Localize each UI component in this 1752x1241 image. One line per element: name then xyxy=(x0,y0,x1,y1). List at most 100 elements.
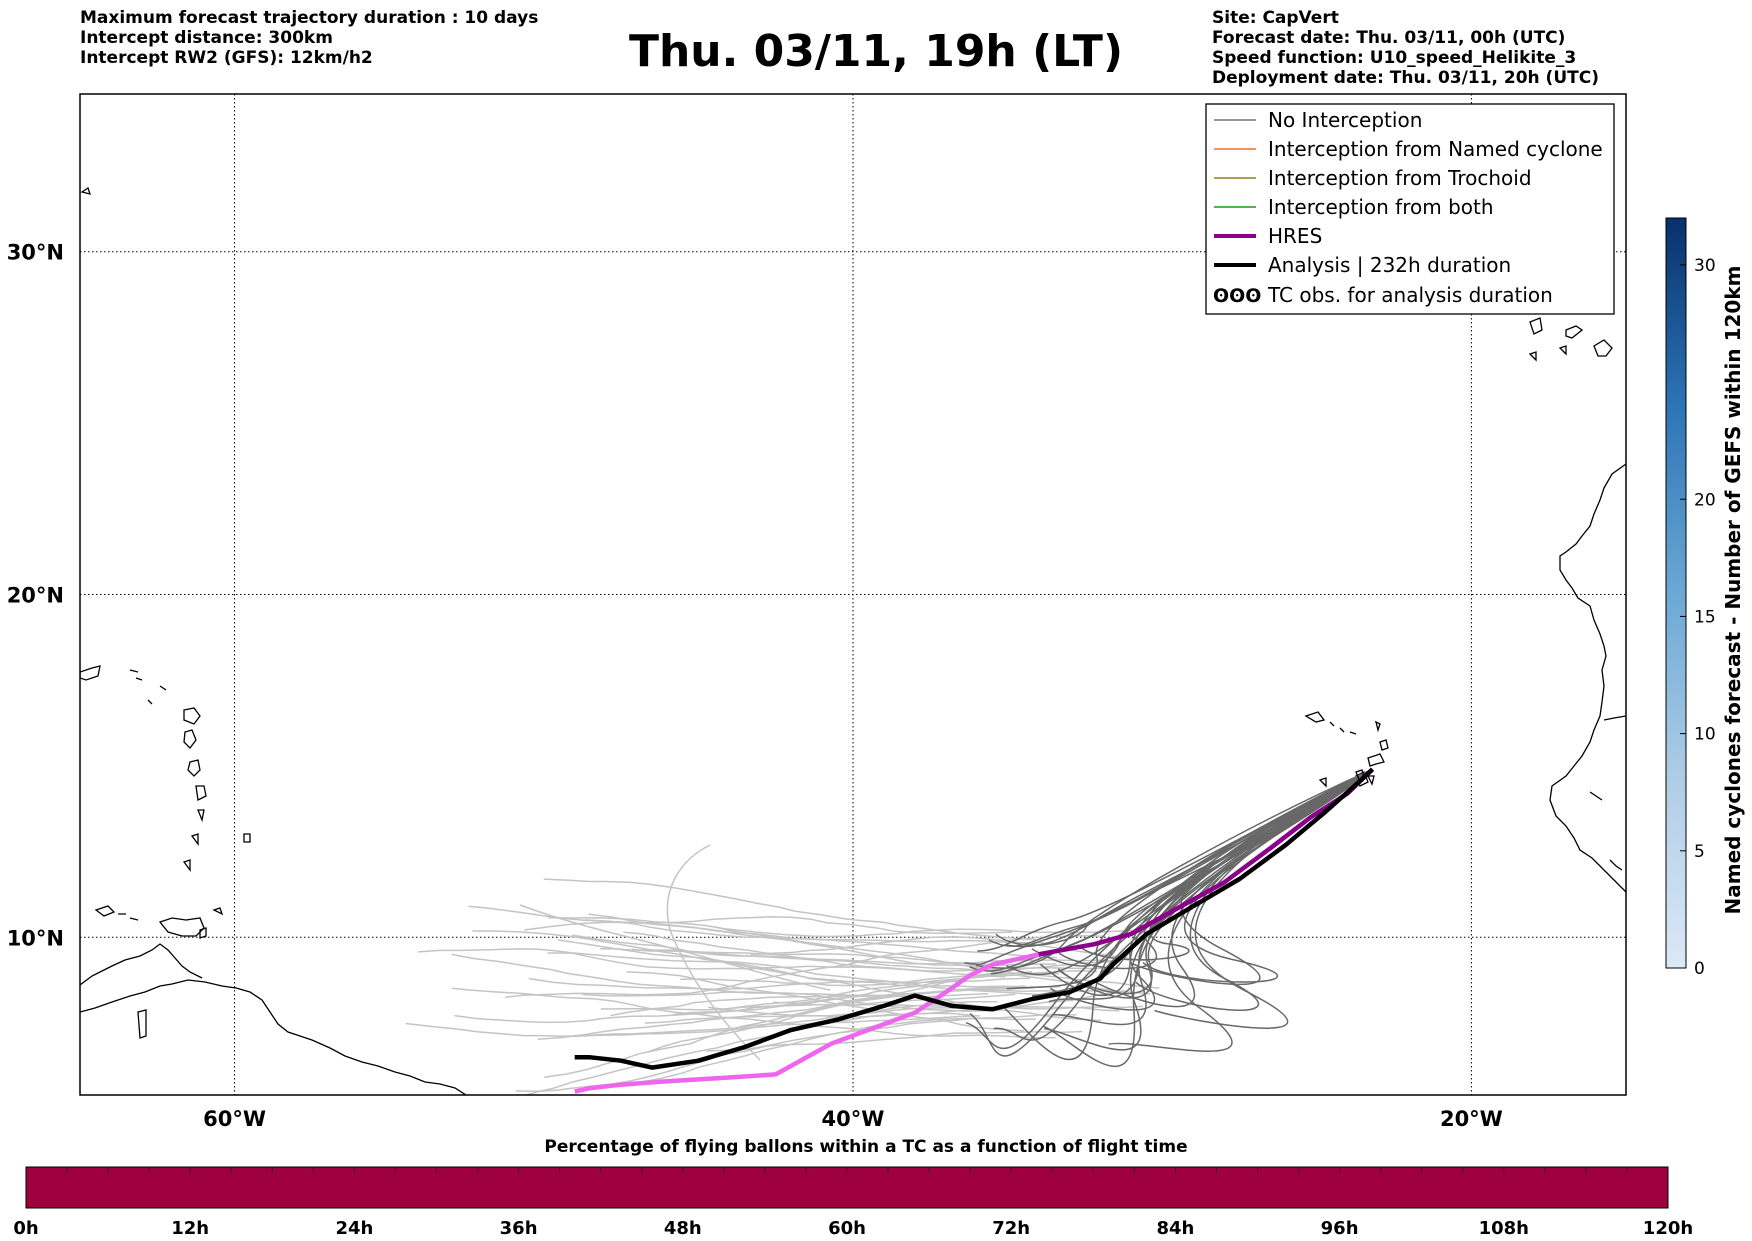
ensemble-trajectories-light xyxy=(405,844,1160,1095)
trajectory-light-30 xyxy=(558,939,1102,1022)
map-frame xyxy=(79,93,1627,1096)
trajectory-dark-22 xyxy=(965,768,1373,1050)
lesser-antilles-2 xyxy=(187,759,201,777)
puerto-rico-coast xyxy=(80,665,101,681)
legend-label-5: Analysis | 232h duration xyxy=(1268,253,1511,277)
trajectory-light-0 xyxy=(584,919,1058,959)
canary-island-4 xyxy=(1558,345,1567,356)
vertical-colorbar-fill xyxy=(1665,217,1687,969)
trajectory-dark-28 xyxy=(1091,768,1373,1008)
site-info: Site: CapVert Forecast date: Thu. 03/11,… xyxy=(1212,8,1599,88)
hbar-tick-label-8: 96h xyxy=(1321,1218,1359,1239)
hbar-tick-label-9: 108h xyxy=(1479,1218,1529,1239)
trajectory-light-33 xyxy=(635,1017,1036,1084)
trajectory-light-5 xyxy=(543,878,1037,941)
lesser-antilles-4 xyxy=(197,809,205,823)
trajectory-light-32 xyxy=(720,960,1113,1011)
hbar-tick-label-5: 60h xyxy=(828,1218,866,1239)
trajectory-light-14 xyxy=(544,989,1122,1078)
legend-label-4: HRES xyxy=(1268,224,1322,248)
lat-label-0: 30°N xyxy=(7,241,64,265)
trajectory-dark-31 xyxy=(995,768,1373,946)
madeira-island xyxy=(80,186,91,195)
lon-label-2: 20°W xyxy=(1440,1107,1503,1131)
trajectory-dark-27 xyxy=(1048,768,1373,1003)
trajectory-dark-30 xyxy=(1006,768,1373,990)
legend: No Interception Interception from Named c… xyxy=(1205,103,1615,315)
cape-verde-7 xyxy=(1379,739,1389,751)
vbar-tick-label-3: 15 xyxy=(1694,607,1716,627)
trajectory-light-37 xyxy=(537,972,1060,1041)
legend-label-3: Interception from both xyxy=(1268,195,1494,219)
canary-island-2 xyxy=(1565,325,1584,339)
vertical-colorbar: 0 5 10 15 20 30 Named cyclones forecast - Num… xyxy=(1665,217,1745,979)
trajectory-light-39 xyxy=(505,935,1105,999)
max-duration-text: Maximum forecast trajectory duration : 1… xyxy=(80,8,539,28)
hbar-tick-label-3: 36h xyxy=(500,1218,538,1239)
lesser-antilles-1 xyxy=(183,729,197,749)
cape-verde-3 xyxy=(1367,753,1385,767)
legend-label-tc-obs: TC obs. for analysis duration xyxy=(1267,283,1553,307)
hbar-tick-label-10: 120h xyxy=(1643,1218,1693,1239)
cape-verde-6 xyxy=(1375,720,1381,733)
lat-label-2: 10°N xyxy=(7,926,64,950)
canary-island-1 xyxy=(1529,317,1543,335)
intercept-rw2-text: Intercept RW2 (GFS): 12km/h2 xyxy=(80,48,373,68)
trajectory-light-9 xyxy=(524,921,1044,944)
africa-coast-detail xyxy=(1589,715,1626,871)
south-america-coast xyxy=(80,979,467,1095)
grenadines xyxy=(137,1009,147,1039)
hbar-tick-label-2: 24h xyxy=(335,1218,373,1239)
lon-label-0: 60°W xyxy=(203,1107,266,1131)
speed-function-text: Speed function: U10_speed_Helikite_3 xyxy=(1212,48,1577,68)
trajectory-light-11 xyxy=(452,987,1056,1039)
vertical-colorbar-label: Named cyclones forecast - Number of GEFS… xyxy=(1721,266,1745,915)
horizontal-colorbar-title: Percentage of flying ballons within a TC… xyxy=(544,1137,1187,1157)
trajectory-light-6 xyxy=(515,1013,1077,1093)
venezuela-coast xyxy=(80,943,203,986)
vbar-tick-label-1: 5 xyxy=(1694,842,1705,862)
tc-cyclone-icon: ʘʘʘ xyxy=(1213,285,1261,307)
vbar-tick-label-0: 0 xyxy=(1694,959,1705,979)
site-text: Site: CapVert xyxy=(1212,8,1339,28)
trajectory-light-1 xyxy=(600,993,1016,1011)
latitude-labels: 30°N 20°N 10°N xyxy=(7,241,64,951)
analysis-track xyxy=(574,767,1375,1070)
legend-box xyxy=(1205,103,1615,315)
trajectory-light-23 xyxy=(706,1030,1083,1052)
trajectory-light-10 xyxy=(405,1014,980,1037)
trajectory-dark-29 xyxy=(964,768,1373,966)
longitude-labels: 60°W 40°W 20°W xyxy=(203,1107,1503,1131)
hbar-tick-label-7: 84h xyxy=(1156,1218,1194,1239)
hbar-tick-label-4: 48h xyxy=(664,1218,702,1239)
page-title: Thu. 03/11, 19h (LT) xyxy=(628,26,1124,77)
paria-peninsula xyxy=(158,917,205,937)
trajectory-dark-25 xyxy=(1142,768,1373,983)
tobago-island xyxy=(212,907,224,916)
legend-label-2: Interception from Trochoid xyxy=(1268,166,1532,190)
trajectory-light-25 xyxy=(600,948,1112,972)
intercept-distance-text: Intercept distance: 300km xyxy=(80,28,333,48)
cape-verde-2 xyxy=(1366,775,1375,786)
hres-track-early xyxy=(574,952,1039,1094)
legend-label-1: Interception from Named cyclone xyxy=(1268,137,1603,161)
trajectory-light-24 xyxy=(522,1012,972,1095)
vbar-tick-label-4: 20 xyxy=(1694,490,1716,510)
africa-coast xyxy=(1549,463,1626,893)
hbar-tick-label-6: 72h xyxy=(992,1218,1030,1239)
virgin-islands xyxy=(129,669,167,705)
launch-site-island xyxy=(1355,769,1365,784)
cape-verde-8 xyxy=(1318,777,1327,788)
hbar-tick-label-1: 12h xyxy=(171,1218,209,1239)
lesser-antilles-5 xyxy=(190,833,199,846)
deployment-date-text: Deployment date: Thu. 03/11, 20h (UTC) xyxy=(1212,68,1599,88)
coastlines xyxy=(80,186,1626,1095)
lesser-antilles-6 xyxy=(182,859,191,872)
trajectory-light-31 xyxy=(673,971,1033,1016)
trajectory-light-curl-1 xyxy=(666,844,761,1061)
barbados-island xyxy=(243,833,251,843)
vbar-tick-label-2: 10 xyxy=(1694,725,1716,745)
forecast-parameters: Maximum forecast trajectory duration : 1… xyxy=(80,8,538,68)
canary-island-3 xyxy=(1593,339,1613,357)
trajectory-light-28 xyxy=(567,1000,998,1038)
